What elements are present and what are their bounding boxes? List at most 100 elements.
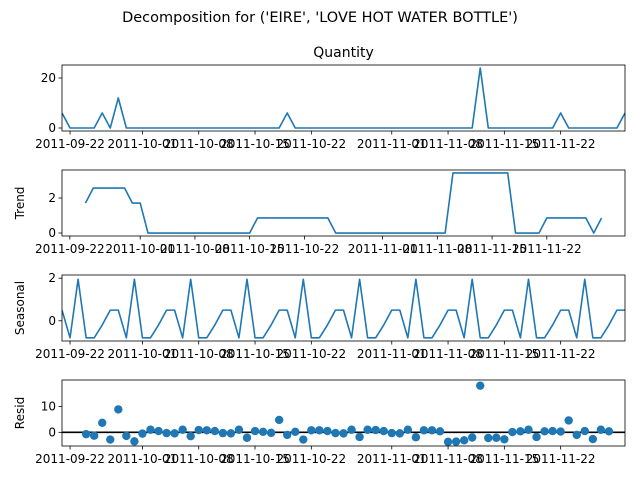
x-tick-label: 2011-10-01 <box>105 242 175 256</box>
x-tick-label: 2011-11-15 <box>469 347 539 361</box>
x-tick-label: 2011-10-08 <box>164 452 234 466</box>
resid-point <box>299 435 308 444</box>
y-tick-label: 20 <box>41 71 56 85</box>
y-tick-label: 0 <box>48 425 56 439</box>
x-tick-label: 2011-10-15 <box>220 137 290 151</box>
x-tick-label: 2011-11-22 <box>526 137 596 151</box>
resid-point <box>122 431 131 441</box>
x-tick-label: 2011-11-08 <box>413 137 483 151</box>
resid-point <box>355 432 364 442</box>
plot-area <box>62 67 625 129</box>
resid-point <box>202 426 211 435</box>
x-tick-label: 2011-09-22 <box>35 242 105 256</box>
x-tick-label: 2011-11-22 <box>512 242 582 256</box>
resid-point <box>476 381 485 390</box>
resid-point <box>130 437 139 446</box>
resid-point <box>580 426 589 436</box>
x-tick-label: 2011-10-08 <box>164 347 234 361</box>
resid-point <box>250 426 260 436</box>
resid-point <box>146 425 155 434</box>
y-axis-label: Seasonal <box>13 281 27 335</box>
x-tick-label: 2011-10-15 <box>215 242 285 256</box>
x-tick-label: 2011-11-01 <box>348 242 418 256</box>
x-tick-label: 2011-10-22 <box>276 137 346 151</box>
resid-point <box>194 425 203 435</box>
x-tick-label: 2011-10-22 <box>270 242 340 256</box>
panel-1: Quantity 0 20 2011-09-22 2011-10-012011-10-0… <box>35 45 626 151</box>
axes-frame <box>61 169 626 237</box>
x-tick-label: 2011-10-15 <box>220 452 290 466</box>
resid-point <box>226 429 236 438</box>
resid-point <box>162 428 171 438</box>
resid-point <box>572 430 581 440</box>
resid-point <box>596 425 606 434</box>
resid-point <box>411 433 421 442</box>
resid-point <box>451 437 461 446</box>
x-tick-label: 2011-11-08 <box>402 242 472 256</box>
x-tick-label: 2011-11-01 <box>357 137 427 151</box>
panel-3: Seasonal 0 2 2011-09-22 2011-10-012011-10-08… <box>13 271 626 361</box>
resid-point <box>363 425 372 434</box>
resid-point <box>323 426 332 436</box>
resid-point <box>427 426 437 435</box>
resid-point <box>81 429 91 439</box>
resid-point <box>138 429 147 438</box>
y-axis-label: Trend <box>13 187 27 221</box>
resid-point <box>274 415 284 425</box>
plot-area <box>84 172 603 234</box>
y-tick-label: 0 <box>48 226 56 240</box>
resid-point <box>98 418 107 427</box>
axes-frame <box>61 274 626 342</box>
x-tick-label: 2011-11-01 <box>357 347 427 361</box>
resid-point <box>459 436 469 445</box>
resid-point <box>556 427 565 436</box>
y-tick-label: 0 <box>48 314 56 328</box>
resid-point <box>467 433 477 442</box>
x-tick-label: 2011-10-01 <box>108 347 178 361</box>
series-line <box>62 67 625 129</box>
resid-point <box>540 427 549 436</box>
resid-point <box>516 427 525 436</box>
series-line <box>84 172 603 234</box>
y-tick-label: 10 <box>41 400 56 414</box>
resid-point <box>170 429 179 438</box>
resid-point <box>403 425 413 434</box>
resid-point <box>291 427 300 437</box>
resid-point <box>395 429 404 438</box>
resid-point <box>178 425 187 434</box>
series-line <box>62 278 625 339</box>
resid-point <box>387 428 396 438</box>
x-tick-label: 2011-10-22 <box>276 347 346 361</box>
resid-point <box>371 425 380 435</box>
resid-point <box>218 428 228 438</box>
x-tick-label: 2011-11-15 <box>469 137 539 151</box>
x-tick-label: 2011-11-15 <box>457 242 527 256</box>
resid-point <box>154 426 163 436</box>
y-tick-label: 2 <box>48 191 56 205</box>
resid-point <box>307 426 316 435</box>
resid-point <box>210 426 220 436</box>
resid-point <box>114 405 123 414</box>
resid-point <box>588 434 598 444</box>
x-tick-label: 2011-11-08 <box>413 452 483 466</box>
resid-point <box>435 427 445 436</box>
resid-point <box>508 427 517 437</box>
plot-area <box>62 278 625 339</box>
x-tick-label: 2011-10-15 <box>220 347 290 361</box>
x-tick-label: 2011-09-22 <box>35 137 105 151</box>
resid-point <box>419 426 429 435</box>
x-tick-label: 2011-09-22 <box>35 347 105 361</box>
resid-point <box>484 433 493 443</box>
x-tick-label: 2011-10-22 <box>276 452 346 466</box>
y-tick-label: 0 <box>48 121 56 135</box>
x-tick-label: 2011-11-22 <box>526 452 596 466</box>
resid-point <box>331 428 340 438</box>
resid-point <box>604 427 614 436</box>
x-tick-label: 2011-10-08 <box>160 242 230 256</box>
resid-point <box>524 425 533 434</box>
resid-point <box>347 425 356 434</box>
y-tick-label: 2 <box>48 271 56 285</box>
resid-point <box>500 435 509 444</box>
